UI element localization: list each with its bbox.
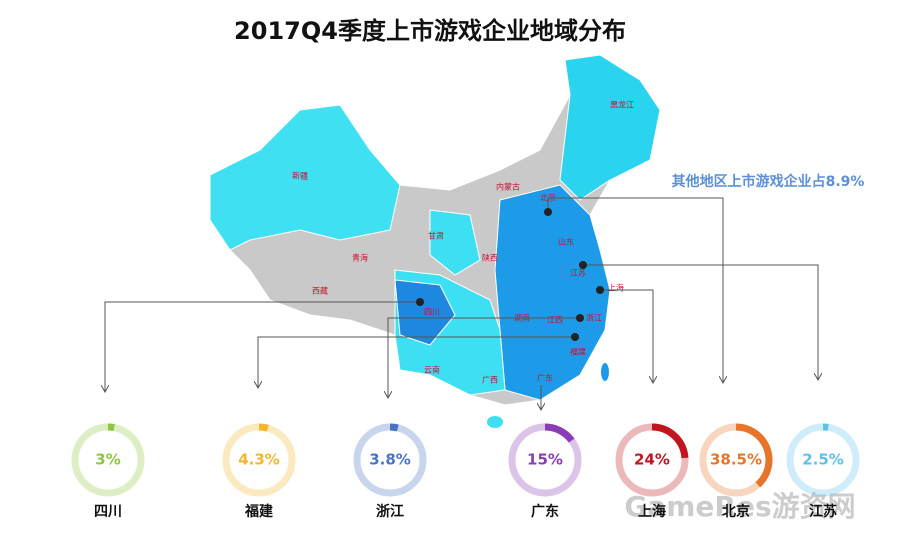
value-label: 4.3% bbox=[238, 451, 280, 469]
value-label: 3% bbox=[95, 451, 120, 469]
map-label: 广西 bbox=[482, 375, 498, 385]
category-label: 上海 bbox=[638, 503, 666, 520]
annotation: 其他地区上市游戏企业占8.9% bbox=[672, 173, 865, 190]
category-label: 广东 bbox=[531, 503, 559, 520]
gauge-arc bbox=[735, 423, 773, 488]
map-label: 广东 bbox=[537, 373, 553, 383]
map-label: 陕西 bbox=[482, 253, 498, 263]
chart-title: 2017Q4季度上市游戏企业地域分布 bbox=[234, 17, 626, 45]
map-label: 四川 bbox=[424, 308, 440, 317]
category-label: 江苏 bbox=[809, 503, 837, 520]
category-label: 福建 bbox=[244, 503, 273, 520]
category-label: 四川 bbox=[94, 504, 122, 520]
gauge-arc bbox=[651, 423, 689, 459]
gauge-arc bbox=[258, 423, 269, 432]
map-label: 甘肃 bbox=[428, 231, 444, 241]
map-label: 云南 bbox=[424, 365, 440, 375]
map-label: 浙江 bbox=[586, 313, 602, 323]
value-label: 15% bbox=[527, 451, 563, 469]
map-label: 福建 bbox=[570, 347, 586, 357]
value-label: 2.5% bbox=[802, 451, 844, 469]
category-label: 浙江 bbox=[376, 503, 404, 520]
value-label: 3.8% bbox=[369, 451, 411, 469]
map-label: 青海 bbox=[352, 253, 368, 263]
map-label: 内蒙古 bbox=[496, 182, 520, 192]
gauge-arc bbox=[544, 423, 575, 443]
gauge-arc bbox=[389, 423, 399, 432]
map-label: 黑龙江 bbox=[610, 100, 634, 110]
map-label: 新疆 bbox=[292, 171, 308, 181]
map-label: 江苏 bbox=[570, 268, 586, 278]
map-label: 西藏 bbox=[312, 286, 328, 296]
value-label: 38.5% bbox=[710, 451, 762, 469]
watermark: GameRes游资网 bbox=[624, 490, 855, 523]
gauge-arc bbox=[107, 423, 115, 432]
value-label: 24% bbox=[634, 451, 670, 469]
category-label: 北京 bbox=[722, 503, 750, 520]
map: 新疆 西藏 青海 甘肃 内蒙古 四川 云南 广西 广东 福建 浙江 上海 江苏 … bbox=[209, 54, 661, 428]
map-label: 上海 bbox=[608, 283, 624, 293]
map-label: 山东 bbox=[558, 237, 574, 247]
map-label: 江西 bbox=[547, 316, 563, 325]
connectors bbox=[105, 197, 818, 410]
